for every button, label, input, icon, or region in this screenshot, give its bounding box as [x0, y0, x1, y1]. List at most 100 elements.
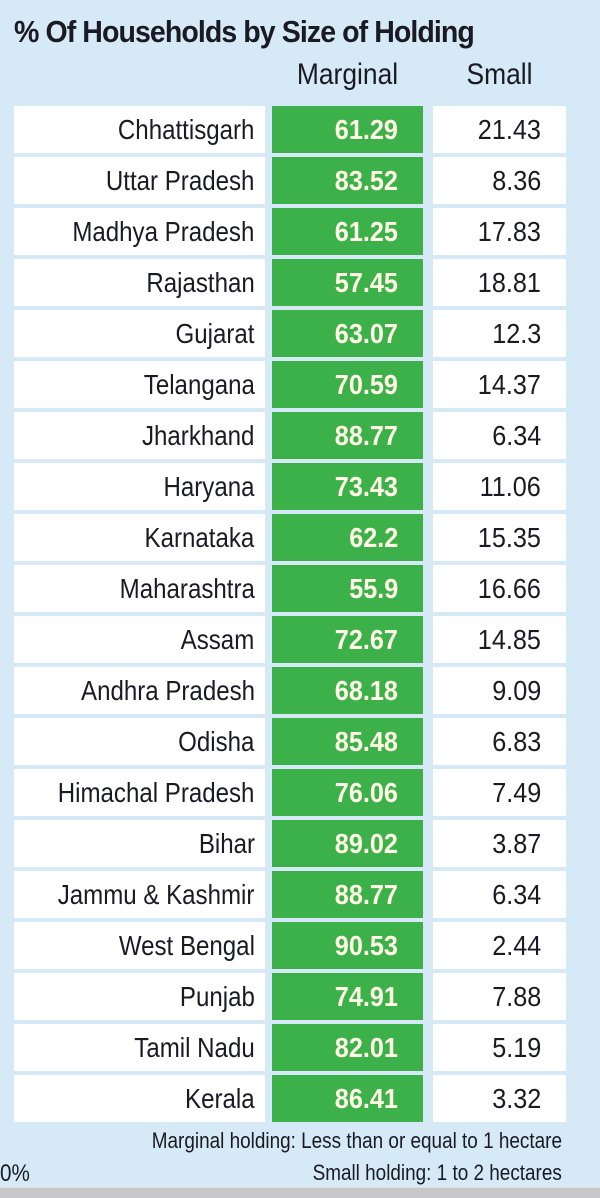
state-name: Tamil Nadu — [14, 1024, 265, 1071]
small-value-cell: 9.09 — [433, 667, 566, 714]
table-row: Chhattisgarh 61.29 21.43 — [14, 106, 574, 157]
state-name: Karnataka — [14, 514, 265, 561]
marginal-value: 70.59 — [334, 369, 398, 400]
state-name: Odisha — [14, 718, 265, 765]
small-value-cell: 11.06 — [433, 463, 566, 510]
state-name: Madhya Pradesh — [14, 208, 265, 255]
marginal-value-cell: 72.67 — [272, 616, 423, 663]
small-value: 14.85 — [477, 624, 541, 655]
table-row: Maharashtra 55.9 16.66 — [14, 565, 574, 616]
state-name: Gujarat — [14, 310, 265, 357]
small-value-cell: 3.32 — [433, 1075, 566, 1122]
small-value: 7.49 — [491, 777, 541, 808]
table-row: Jammu & Kashmir 88.77 6.34 — [14, 871, 574, 922]
small-value-cell: 6.34 — [433, 871, 566, 918]
state-label: Jharkhand — [142, 420, 255, 451]
state-name: Himachal Pradesh — [14, 769, 265, 816]
marginal-value-cell: 85.48 — [272, 718, 423, 765]
table-row: Jharkhand 88.77 6.34 — [14, 412, 574, 463]
small-value-cell: 6.34 — [433, 412, 566, 459]
marginal-value-cell: 86.41 — [272, 1075, 423, 1122]
table-row: Madhya Pradesh 61.25 17.83 — [14, 208, 574, 259]
table-row: Rajasthan 57.45 18.81 — [14, 259, 574, 310]
marginal-value-cell: 83.52 — [272, 157, 423, 204]
small-value-cell: 14.37 — [433, 361, 566, 408]
small-value-cell: 18.81 — [433, 259, 566, 306]
table-row: Karnataka 62.2 15.35 — [14, 514, 574, 565]
small-value: 3.87 — [491, 828, 541, 859]
small-value: 17.83 — [477, 216, 541, 247]
small-value-cell: 3.87 — [433, 820, 566, 867]
marginal-value-cell: 74.91 — [272, 973, 423, 1020]
marginal-value-cell: 68.18 — [272, 667, 423, 714]
marginal-value: 73.43 — [334, 471, 398, 502]
state-name: Andhra Pradesh — [14, 667, 265, 714]
table-row: Assam 72.67 14.85 — [14, 616, 574, 667]
table-row: Punjab 74.91 7.88 — [14, 973, 574, 1024]
state-name: Jharkhand — [14, 412, 265, 459]
marginal-value: 57.45 — [334, 267, 398, 298]
bottom-strip — [0, 1187, 600, 1198]
small-value-cell: 5.19 — [433, 1024, 566, 1071]
small-value: 21.43 — [477, 114, 541, 145]
state-label: Telangana — [143, 369, 255, 400]
small-value: 7.88 — [491, 981, 541, 1012]
small-value-cell: 17.83 — [433, 208, 566, 255]
small-value-cell: 7.49 — [433, 769, 566, 816]
state-name: West Bengal — [14, 922, 265, 969]
marginal-value: 68.18 — [334, 675, 398, 706]
marginal-value-cell: 57.45 — [272, 259, 423, 306]
table-row: Tamil Nadu 82.01 5.19 — [14, 1024, 574, 1075]
marginal-value-cell: 89.02 — [272, 820, 423, 867]
small-value: 12.3 — [491, 318, 541, 349]
marginal-value: 90.53 — [334, 930, 398, 961]
state-label: Himachal Pradesh — [57, 777, 255, 808]
table-row: Bihar 89.02 3.87 — [14, 820, 574, 871]
small-value-cell: 8.36 — [433, 157, 566, 204]
marginal-value-cell: 90.53 — [272, 922, 423, 969]
state-label: Chhattisgarh — [118, 114, 255, 145]
state-name: Maharashtra — [14, 565, 265, 612]
marginal-value-cell: 82.01 — [272, 1024, 423, 1071]
small-value-cell: 2.44 — [433, 922, 566, 969]
state-label: Karnataka — [144, 522, 255, 553]
note-small: Small holding: 1 to 2 hectares — [312, 1160, 562, 1185]
state-label: Maharashtra — [119, 573, 255, 604]
small-value: 14.37 — [477, 369, 541, 400]
marginal-value: 55.9 — [348, 573, 398, 604]
state-label: Punjab — [179, 981, 255, 1012]
marginal-value-cell: 55.9 — [272, 565, 423, 612]
small-value: 5.19 — [491, 1032, 541, 1063]
marginal-value-cell: 88.77 — [272, 871, 423, 918]
marginal-value-cell: 61.29 — [272, 106, 423, 153]
marginal-value: 88.77 — [334, 420, 398, 451]
state-name: Kerala — [14, 1075, 265, 1122]
table-row: Telangana 70.59 14.37 — [14, 361, 574, 412]
table-row: Kerala 86.41 3.32 — [14, 1075, 574, 1126]
small-value: 6.34 — [491, 879, 541, 910]
small-value: 15.35 — [477, 522, 541, 553]
small-value-cell: 6.83 — [433, 718, 566, 765]
marginal-value: 89.02 — [334, 828, 398, 859]
marginal-value: 74.91 — [334, 981, 398, 1012]
state-label: Assam — [181, 624, 255, 655]
small-value: 3.32 — [491, 1083, 541, 1114]
small-value-cell: 12.3 — [433, 310, 566, 357]
marginal-value: 62.2 — [348, 522, 398, 553]
small-value: 8.36 — [491, 165, 541, 196]
marginal-value-cell: 88.77 — [272, 412, 423, 459]
state-name: Punjab — [14, 973, 265, 1020]
marginal-value: 82.01 — [334, 1032, 398, 1063]
small-value-cell: 15.35 — [433, 514, 566, 561]
data-table: Chhattisgarh 61.29 21.43 Uttar Pradesh 83.52… — [14, 106, 574, 1126]
marginal-value: 86.41 — [334, 1083, 398, 1114]
marginal-value: 72.67 — [334, 624, 398, 655]
marginal-value: 76.06 — [334, 777, 398, 808]
state-label: Odisha — [178, 726, 255, 757]
state-name: Uttar Pradesh — [14, 157, 265, 204]
state-label: Uttar Pradesh — [106, 165, 255, 196]
small-value: 18.81 — [477, 267, 541, 298]
state-label: Andhra Pradesh — [80, 675, 255, 706]
state-label: Kerala — [185, 1083, 255, 1114]
state-name: Chhattisgarh — [14, 106, 265, 153]
